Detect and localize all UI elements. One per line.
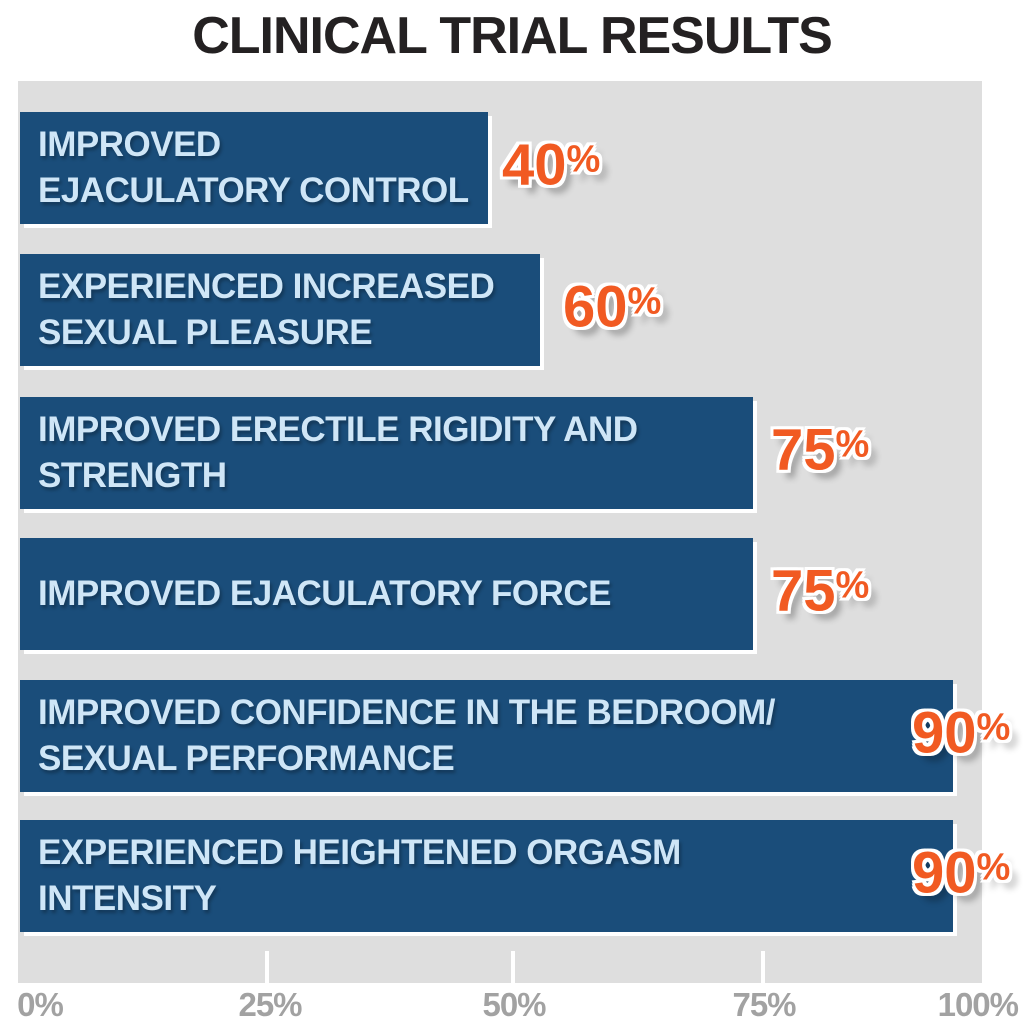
value-label: 90% [912,704,1011,763]
bar-improved-ejaculatory-control: IMPROVED EJACULATORY CONTROL [20,112,488,224]
value-number: 90 [912,700,977,766]
bar-label: IMPROVED EJACULATORY CONTROL [38,125,469,210]
axis-label-75: 75% [732,986,796,1023]
bar-row-1: IMPROVED EJACULATORY CONTROL 40% [20,112,980,224]
bar-label: IMPROVED CONFIDENCE IN THE BEDROOM/ SEXU… [38,693,775,778]
value-label: 60% [563,278,662,337]
bar-improved-erectile-rigidity-and-strength: IMPROVED ERECTILE RIGIDITY AND STRENGTH [20,397,753,509]
bar-label: EXPERIENCED INCREASED SEXUAL PLEASURE [38,267,495,352]
axis-label-50: 50% [482,986,546,1023]
bar-row-5: IMPROVED CONFIDENCE IN THE BEDROOM/ SEXU… [20,680,1010,792]
axis-label-100: 100% [937,986,1019,1023]
bar-row-6: EXPERIENCED HEIGHTENED ORGASM INTENSITY … [20,820,1010,932]
percent-sign: % [976,706,1011,749]
value-number: 75 [771,558,836,624]
value-number: 90 [912,840,977,906]
value-label: 75% [771,421,870,480]
percent-sign: % [835,564,870,607]
value-label: 90% [912,844,1011,903]
bar-label: EXPERIENCED HEIGHTENED ORGASM INTENSITY [38,833,681,918]
bar-improved-ejaculatory-force: IMPROVED EJACULATORY FORCE [20,538,753,650]
bar-row-3: IMPROVED ERECTILE RIGIDITY AND STRENGTH … [20,397,980,509]
bar-experienced-increased-sexual-pleasure: EXPERIENCED INCREASED SEXUAL PLEASURE [20,254,540,366]
value-number: 40 [502,132,567,198]
bar-row-2: EXPERIENCED INCREASED SEXUAL PLEASURE 60… [20,254,980,366]
bar-experienced-heightened-orgasm-intensity: EXPERIENCED HEIGHTENED ORGASM INTENSITY [20,820,953,932]
axis-tick-50 [511,951,515,983]
bar-improved-confidence-in-the-bedroom: IMPROVED CONFIDENCE IN THE BEDROOM/ SEXU… [20,680,953,792]
axis-tick-75 [761,951,765,983]
percent-sign: % [976,846,1011,889]
chart-title: CLINICAL TRIAL RESULTS [192,7,833,65]
value-number: 75 [771,417,836,483]
percent-sign: % [627,280,662,323]
axis-label-25: 25% [238,986,302,1023]
bar-label: IMPROVED EJACULATORY FORCE [38,574,612,613]
value-label: 75% [771,562,870,621]
axis-label-0: 0% [17,986,64,1023]
bar-label: IMPROVED ERECTILE RIGIDITY AND STRENGTH [38,410,638,495]
axis-tick-25 [265,951,269,983]
percent-sign: % [566,138,601,181]
bar-row-4: IMPROVED EJACULATORY FORCE 75% [20,538,980,650]
value-label: 40% [502,136,601,195]
value-number: 60 [563,274,628,340]
plot-area: IMPROVED EJACULATORY CONTROL 40% EXPERIE… [18,81,1010,983]
percent-sign: % [835,423,870,466]
x-axis: 0% 25% 50% 75% 100% [0,986,1024,1024]
